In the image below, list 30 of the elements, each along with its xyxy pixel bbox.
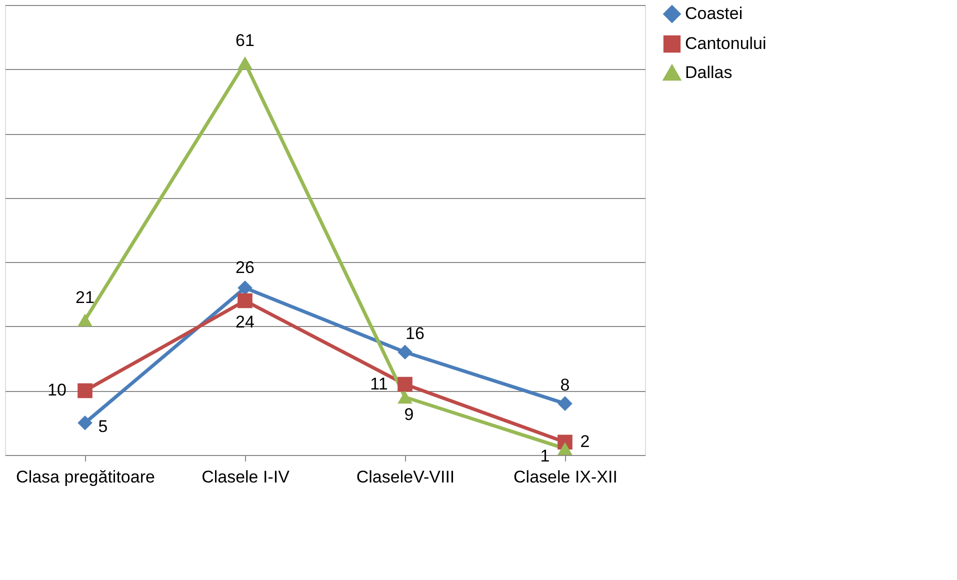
data-label: 10 — [48, 380, 66, 400]
point — [398, 376, 412, 392]
x-tick-label: ClaseleV-VIII — [356, 468, 455, 486]
point — [78, 314, 92, 326]
point — [398, 390, 412, 404]
point — [78, 415, 92, 430]
data-label: 26 — [236, 258, 254, 277]
legend-label: Cantonului — [685, 34, 766, 53]
data-label: 1 — [540, 446, 550, 466]
data-label: 2 — [580, 432, 590, 452]
x-tick-label: Clasele IX-XII — [514, 468, 618, 486]
point — [558, 396, 572, 411]
legend-label: Dallas — [685, 63, 732, 82]
point — [238, 293, 252, 308]
point — [238, 280, 252, 296]
x-tick-label: Clasa pregătitoare — [16, 468, 155, 486]
data-label: 24 — [236, 312, 254, 332]
legend-label: Coastei — [685, 4, 743, 23]
point — [398, 344, 412, 360]
data-label: 21 — [76, 288, 94, 307]
data-label: 11 — [370, 374, 388, 394]
data-label: 61 — [236, 30, 254, 50]
data-label: 16 — [406, 324, 424, 344]
point — [558, 442, 572, 455]
data-label: 8 — [560, 376, 570, 395]
data-label: 5 — [98, 416, 108, 436]
x-tick-label: Clasele I-IV — [202, 468, 290, 486]
data-label: 9 — [404, 405, 414, 424]
point — [78, 383, 92, 398]
point — [238, 56, 252, 70]
